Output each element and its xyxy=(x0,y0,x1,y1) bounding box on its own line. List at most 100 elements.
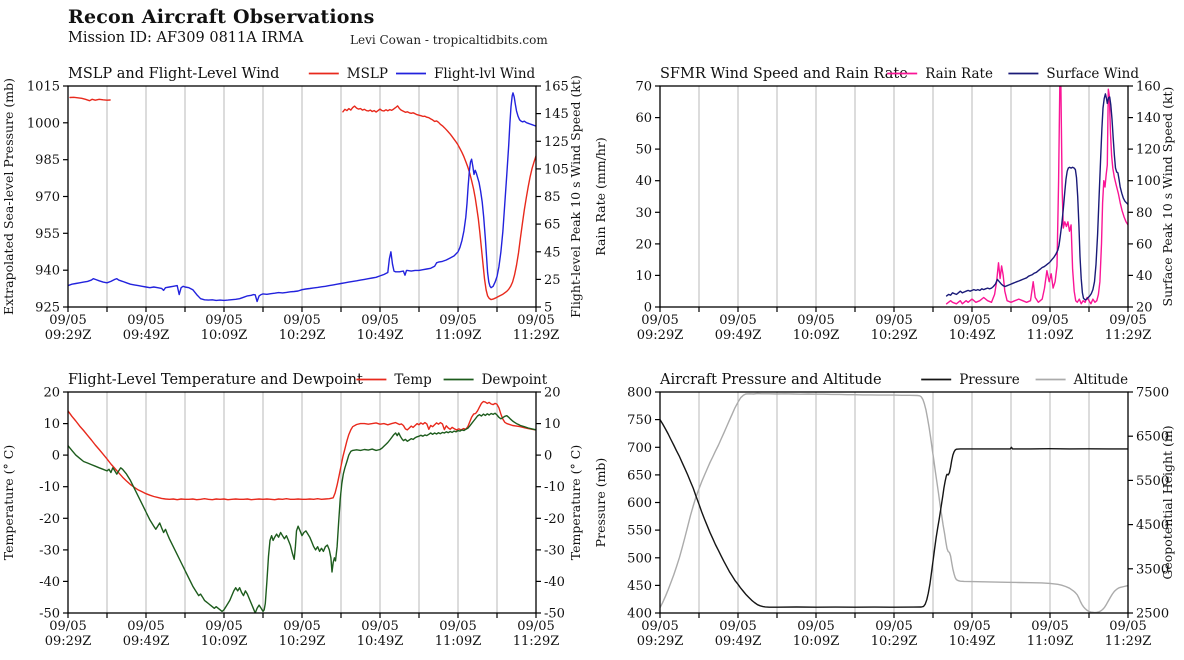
panel-title: Flight-Level Temperature and Dewpoint xyxy=(68,372,363,388)
series-line-altitude xyxy=(660,392,1128,613)
series-line-rain-rate xyxy=(945,86,1128,305)
legend-label: Rain Rate xyxy=(925,66,993,82)
right-axis-title: Flight-level Peak 10 s Wind Speed (kt) xyxy=(568,75,583,318)
legend-label: Altitude xyxy=(1073,372,1129,388)
mslp-flight-wind-chart-series xyxy=(68,92,536,303)
right-tick-label: 0 xyxy=(544,449,552,464)
right-tick-label: 85 xyxy=(544,190,561,205)
panel-title: MSLP and Flight-Level Wind xyxy=(68,66,279,82)
x-tick-time: 09:49Z xyxy=(123,634,170,649)
right-tick-label: 7500 xyxy=(1136,386,1169,401)
x-tick-date: 09/05 xyxy=(361,313,398,328)
x-tick-date: 09/05 xyxy=(49,313,86,328)
right-tick-label: 45 xyxy=(544,245,561,260)
x-tick-time: 09:49Z xyxy=(715,634,762,649)
right-tick-label: 60 xyxy=(1136,237,1153,252)
x-tick-time: 09:29Z xyxy=(637,328,684,343)
right-axis-title: Surface Peak 10 s Wind Speed (kt) xyxy=(1160,87,1175,307)
panel-title: SFMR Wind Speed and Rain Rate xyxy=(660,66,908,82)
series-line-flight-lvl-wind xyxy=(68,92,536,303)
panel-sfmr-wind-rain: 09/05 09:29Z 09/05 09:49Z 09/05 10:09Z 09/05 10… xyxy=(592,62,1184,354)
pressure-altitude-chart-series xyxy=(660,392,1128,613)
left-tick-label: -40 xyxy=(39,575,60,590)
x-tick-time: 11:09Z xyxy=(1027,328,1074,343)
right-tick-label: -30 xyxy=(544,543,565,558)
x-tick-date: 09/05 xyxy=(439,313,476,328)
series-line-pressure xyxy=(660,418,1128,608)
right-axis-title: Temperature (° C) xyxy=(568,445,583,560)
right-tick-label: 160 xyxy=(1136,80,1161,95)
left-tick-label: 10 xyxy=(635,269,652,284)
x-tick-time: 10:09Z xyxy=(201,634,248,649)
x-tick-date: 09/05 xyxy=(205,313,242,328)
x-tick-time: 11:29Z xyxy=(1105,328,1152,343)
right-tick-label: 4500 xyxy=(1136,518,1169,533)
x-tick-date: 09/05 xyxy=(205,619,242,634)
left-tick-label: 30 xyxy=(635,206,652,221)
mslp-flight-wind-chart: 09/0509:29Z09/0509:49Z09/0510:09Z09/0510… xyxy=(1,66,583,343)
left-tick-label: 40 xyxy=(635,174,652,189)
x-tick-time: 09:49Z xyxy=(715,328,762,343)
right-tick-label: 6500 xyxy=(1136,430,1169,445)
x-tick-time: 09:29Z xyxy=(637,634,684,649)
x-tick-time: 11:09Z xyxy=(435,634,482,649)
x-tick-time: 09:29Z xyxy=(45,328,92,343)
x-tick-time: 10:29Z xyxy=(871,634,918,649)
left-tick-label: 970 xyxy=(35,190,60,205)
x-tick-time: 11:29Z xyxy=(513,634,560,649)
legend-label: Pressure xyxy=(959,372,1020,388)
right-tick-label: 165 xyxy=(544,80,569,95)
left-axis-title: Pressure (mb) xyxy=(593,458,608,548)
x-tick-date: 09/05 xyxy=(517,619,554,634)
x-tick-time: 09:29Z xyxy=(45,634,92,649)
x-tick-time: 11:09Z xyxy=(435,328,482,343)
right-tick-label: 80 xyxy=(1136,206,1153,221)
x-tick-date: 09/05 xyxy=(283,619,320,634)
left-axis-title: Rain Rate (mm/hr) xyxy=(593,137,608,255)
right-tick-label: 145 xyxy=(544,107,569,122)
x-tick-date: 09/05 xyxy=(361,619,398,634)
x-tick-date: 09/05 xyxy=(283,313,320,328)
x-tick-date: 09/05 xyxy=(127,313,164,328)
page-title: Recon Aircraft Observations xyxy=(68,6,375,28)
right-tick-label: 2500 xyxy=(1136,607,1169,622)
sfmr-wind-rain-chart: 09/0509:29Z09/0509:49Z09/0510:09Z09/0510… xyxy=(593,66,1175,343)
left-tick-label: -30 xyxy=(39,543,60,558)
panel-title: Aircraft Pressure and Altitude xyxy=(659,372,882,388)
right-tick-label: 140 xyxy=(1136,111,1161,126)
series-line-mslp xyxy=(342,105,536,301)
legend-label: Dewpoint xyxy=(482,372,548,388)
left-axis-title: Extrapolated Sea-level Pressure (mb) xyxy=(1,78,16,315)
x-tick-time: 10:09Z xyxy=(793,328,840,343)
left-tick-label: 925 xyxy=(35,301,60,316)
left-tick-label: 10 xyxy=(43,417,60,432)
right-tick-label: 65 xyxy=(544,218,561,233)
right-tick-label: 120 xyxy=(1136,143,1161,158)
x-tick-time: 10:29Z xyxy=(279,328,326,343)
x-tick-date: 09/05 xyxy=(797,313,834,328)
series-line-temp xyxy=(68,400,536,501)
right-tick-label: 25 xyxy=(544,273,561,288)
x-tick-time: 10:49Z xyxy=(357,328,404,343)
right-tick-label: 40 xyxy=(1136,269,1153,284)
series-line-dewpoint xyxy=(68,412,536,613)
x-tick-date: 09/05 xyxy=(953,619,990,634)
x-tick-date: 09/05 xyxy=(1031,619,1068,634)
x-tick-time: 09:49Z xyxy=(123,328,170,343)
left-tick-label: -50 xyxy=(39,607,60,622)
x-tick-date: 09/05 xyxy=(127,619,164,634)
panel-mslp-flight-wind: 09/05 09:29Z 09/05 09:49Z 09/05 10:09Z 09/05 10… xyxy=(0,62,592,354)
left-tick-label: 550 xyxy=(627,524,652,539)
x-tick-date: 09/05 xyxy=(875,619,912,634)
left-axis-title: Temperature (° C) xyxy=(1,445,16,560)
left-tick-label: 70 xyxy=(635,80,652,95)
legend-label: MSLP xyxy=(347,66,388,82)
x-tick-date: 09/05 xyxy=(719,619,756,634)
sfmr-wind-rain-chart-series xyxy=(945,86,1128,305)
left-tick-label: 400 xyxy=(627,607,652,622)
right-tick-label: -10 xyxy=(544,480,565,495)
temp-dewpoint-chart-series xyxy=(68,400,536,613)
x-tick-time: 11:09Z xyxy=(1027,634,1074,649)
x-tick-time: 10:29Z xyxy=(279,634,326,649)
left-tick-label: 500 xyxy=(627,551,652,566)
